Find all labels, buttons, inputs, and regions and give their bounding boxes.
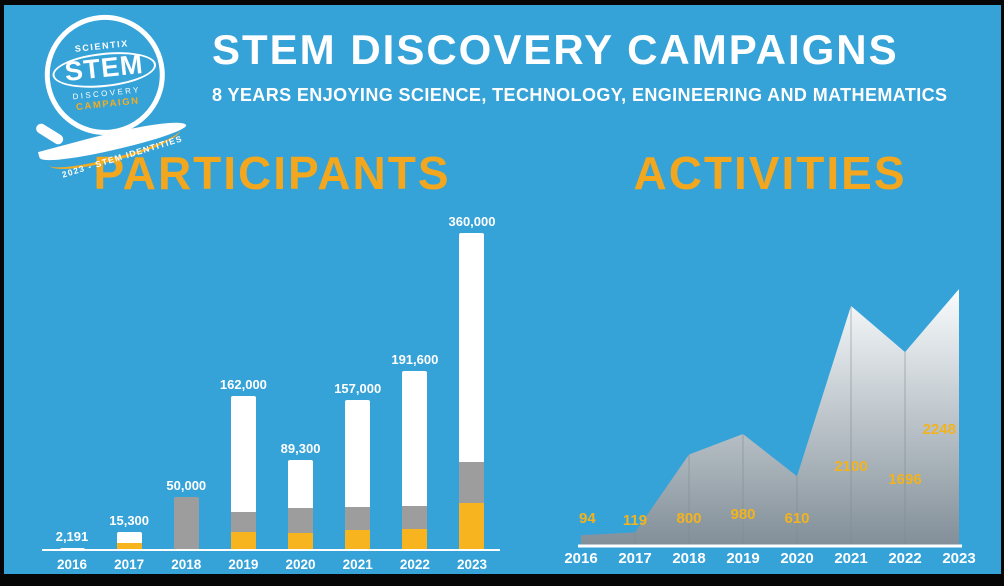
bar-year-label: 2020 xyxy=(285,557,316,572)
bar xyxy=(459,233,485,551)
bar xyxy=(402,371,428,551)
activities-year-axis: 2016 2017 2018 2019 2020 2021 2022 2023 xyxy=(564,550,975,572)
area-shape xyxy=(581,289,959,546)
bar-segment-white xyxy=(288,460,314,509)
bar-segment-white xyxy=(59,548,85,551)
bar-year-label: 2022 xyxy=(399,557,430,572)
slide-edge-right xyxy=(1001,0,1004,586)
bar-year-label: 2023 xyxy=(456,557,487,572)
bar-value-label: 15,300 xyxy=(109,513,150,528)
bar-value-label: 162,000 xyxy=(219,377,267,392)
activities-area-svg: 94 119 800 980 610 2100 1696 2248 xyxy=(578,289,962,548)
bar-segment-gray xyxy=(459,461,485,504)
area-year-label: 2023 xyxy=(942,550,976,567)
bar-year-label: 2017 xyxy=(114,557,145,572)
area-year-label: 2016 xyxy=(564,550,598,567)
bar-segment-white xyxy=(459,233,485,462)
bar-column: 360,000 2023 xyxy=(446,214,498,572)
page-subtitle: 8 YEARS ENJOYING SCIENCE, TECHNOLOGY, EN… xyxy=(212,85,948,105)
bar-segment-yellow xyxy=(345,529,371,551)
bar xyxy=(173,497,199,551)
bar-segment-yellow xyxy=(459,503,485,551)
bar-value-label: 157,000 xyxy=(334,381,382,396)
area-value-label: 610 xyxy=(784,510,809,527)
bar-value-label: 2,191 xyxy=(55,529,89,544)
bar xyxy=(288,460,314,551)
area-year-label: 2020 xyxy=(780,550,814,567)
slide-edge-left xyxy=(0,0,4,586)
bar-column: 89,300 2020 xyxy=(275,441,327,572)
bar-column: 15,300 2017 xyxy=(103,513,155,572)
area-value-label: 1696 xyxy=(888,471,921,488)
bar-year-label: 2021 xyxy=(342,557,373,572)
area-value-label: 800 xyxy=(676,510,701,527)
logo-stem-text: STEM xyxy=(63,48,145,87)
bar xyxy=(345,400,371,551)
area-value-label: 94 xyxy=(579,510,596,527)
bar-column: 157,000 2021 xyxy=(332,381,384,572)
bar-segment-gray xyxy=(402,506,428,530)
area-value-label: 2248 xyxy=(923,421,956,438)
bar-value-label: 191,600 xyxy=(391,352,439,367)
participants-section-title: PARTICIPANTS xyxy=(93,147,451,199)
bar-year-label: 2018 xyxy=(171,557,202,572)
bar xyxy=(59,548,85,551)
area-year-label: 2017 xyxy=(618,550,652,567)
bar-segment-white xyxy=(230,396,256,513)
area-year-label: 2022 xyxy=(888,550,922,567)
bar-segment-gray xyxy=(173,497,199,551)
bar xyxy=(230,396,256,551)
area-year-label: 2018 xyxy=(672,550,706,567)
area-value-label: 119 xyxy=(623,512,647,529)
bar-column: 162,000 2019 xyxy=(217,377,269,572)
header: STEM DISCOVERY CAMPAIGNS 8 YEARS ENJOYIN… xyxy=(212,26,996,106)
activities-area-chart: 94 119 800 980 610 2100 1696 2248 2016 2017 2018 2… xyxy=(564,246,976,572)
area-value-label: 2100 xyxy=(834,458,867,475)
bar-segment-white xyxy=(345,400,371,508)
slide-edge-top xyxy=(0,0,1004,5)
bar-segment-gray xyxy=(288,508,314,533)
bar-column: 2,191 2016 xyxy=(46,529,98,572)
bar-segment-yellow xyxy=(288,532,314,551)
bar-value-label: 89,300 xyxy=(280,441,321,456)
bar-segment-gray xyxy=(230,512,256,533)
bar-value-label: 360,000 xyxy=(448,214,496,229)
bar-segment-gray xyxy=(345,507,371,530)
bar xyxy=(116,532,142,551)
bar-segment-yellow xyxy=(402,529,428,551)
page-title: STEM DISCOVERY CAMPAIGNS xyxy=(212,26,899,73)
bar-column: 191,600 2022 xyxy=(389,352,441,572)
scientix-stem-logo: SCIENTIX STEM DISCOVERY CAMPAIGN 2023 - … xyxy=(8,0,220,180)
bar-segment-white xyxy=(116,532,142,544)
area-year-label: 2019 xyxy=(726,550,760,567)
bar-column: 50,000 2018 xyxy=(160,478,212,572)
bar-segment-white xyxy=(402,371,428,506)
magnifier-lens-icon: SCIENTIX STEM DISCOVERY CAMPAIGN xyxy=(38,8,171,141)
logo-stem-ring: STEM xyxy=(51,47,158,92)
bar-year-label: 2016 xyxy=(56,557,88,572)
slide-edge-bottom xyxy=(0,574,1004,586)
bar-value-label: 50,000 xyxy=(166,478,207,493)
area-year-label: 2021 xyxy=(834,550,868,567)
magnifier-handle-icon xyxy=(34,121,66,147)
area-value-label: 980 xyxy=(730,506,755,523)
bar-year-label: 2019 xyxy=(228,557,259,572)
bar-segment-yellow xyxy=(230,532,256,551)
activities-section-title: ACTIVITIES xyxy=(633,147,907,199)
bar-segment-yellow xyxy=(116,543,142,551)
participants-bar-chart: 2,191 2016 15,300 2017 50,000 2018 162,000 2019… xyxy=(42,204,500,572)
